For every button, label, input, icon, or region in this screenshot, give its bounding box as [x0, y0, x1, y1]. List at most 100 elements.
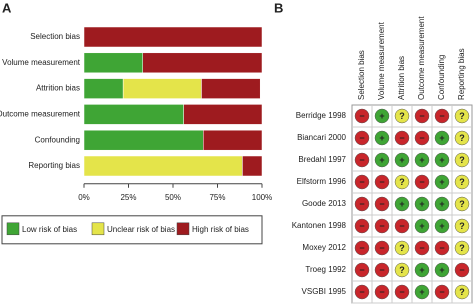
judgment-dot — [454, 262, 470, 278]
x-tick-label: 100% — [252, 193, 272, 202]
column-header: Confounding — [437, 55, 446, 100]
bar-segment — [83, 104, 184, 125]
judgment-symbol: ? — [459, 199, 465, 209]
legend-label: High risk of bias — [192, 225, 249, 234]
judgment-symbol: − — [399, 287, 404, 297]
category-label: Selection bias — [30, 32, 80, 41]
judgment-dot — [354, 152, 370, 168]
judgment-dot — [434, 262, 450, 278]
judgment-dot — [454, 240, 470, 256]
judgment-dot — [454, 130, 470, 146]
judgment-dot — [394, 218, 410, 234]
judgment-dot — [354, 240, 370, 256]
judgment-symbol: − — [359, 221, 364, 231]
judgment-dot — [414, 108, 430, 124]
judgment-dot — [354, 262, 370, 278]
judgment-symbol: − — [459, 265, 464, 275]
judgment-symbol: − — [359, 177, 364, 187]
judgment-symbol: ? — [399, 243, 405, 253]
judgment-dot — [434, 130, 450, 146]
judgment-symbol: − — [379, 221, 384, 231]
bar-segment — [142, 52, 263, 74]
judgment-symbol: ? — [459, 133, 465, 143]
judgment-symbol: + — [419, 287, 424, 297]
bar-segment — [242, 155, 263, 177]
bar-segment — [83, 78, 124, 99]
bar-segment — [83, 26, 263, 48]
judgment-dot — [394, 152, 410, 168]
judgment-dot — [394, 174, 410, 190]
judgment-dot — [394, 108, 410, 124]
judgment-symbol: − — [359, 243, 364, 253]
judgment-symbol: + — [379, 111, 384, 121]
legend-label: Unclear risk of bias — [107, 225, 175, 234]
study-label: Troeg 1992 — [305, 265, 346, 274]
judgment-symbol: − — [379, 287, 384, 297]
study-label: Kantonen 1998 — [292, 221, 347, 230]
judgment-symbol: − — [439, 287, 444, 297]
judgment-symbol: − — [379, 177, 384, 187]
judgment-symbol: ? — [399, 111, 405, 121]
judgment-symbol: ? — [459, 177, 465, 187]
column-header: Outcome measurement — [417, 16, 426, 100]
judgment-dot — [354, 284, 370, 300]
study-label: VSGBI 1995 — [302, 287, 347, 296]
judgment-dot — [434, 218, 450, 234]
judgment-dot — [394, 284, 410, 300]
judgment-dot — [414, 218, 430, 234]
judgment-symbol: + — [439, 265, 444, 275]
legend-swatch — [176, 222, 190, 236]
judgment-symbol: − — [419, 111, 424, 121]
judgment-symbol: − — [359, 111, 364, 121]
judgment-symbol: + — [399, 199, 404, 209]
study-label: Bredahl 1997 — [298, 155, 346, 164]
judgment-symbol: ? — [459, 221, 465, 231]
judgment-dot — [354, 218, 370, 234]
judgment-symbol: ? — [459, 155, 465, 165]
judgment-dot — [434, 174, 450, 190]
x-tick-label: 50% — [165, 193, 181, 202]
judgment-dot — [354, 174, 370, 190]
judgment-symbol: − — [439, 111, 444, 121]
column-header: Volume measurement — [377, 21, 386, 100]
judgment-symbol: ? — [459, 111, 465, 121]
judgment-dot — [414, 284, 430, 300]
judgment-dot — [434, 240, 450, 256]
judgment-dot — [434, 284, 450, 300]
judgment-symbol: ? — [399, 177, 405, 187]
judgment-symbol: − — [359, 155, 364, 165]
study-label: Biancari 2000 — [297, 133, 346, 142]
bar-segment — [183, 104, 263, 125]
judgment-symbol: − — [439, 243, 444, 253]
study-label: Moxey 2012 — [302, 243, 346, 252]
judgment-symbol: − — [379, 199, 384, 209]
judgment-symbol: − — [359, 199, 364, 209]
judgment-dot — [414, 240, 430, 256]
judgment-symbol: + — [419, 221, 424, 231]
judgment-symbol: − — [359, 287, 364, 297]
judgment-dot — [414, 152, 430, 168]
bar-segment — [201, 78, 261, 99]
judgment-dot — [354, 108, 370, 124]
bar-segment — [83, 52, 143, 74]
study-label: Goode 2013 — [302, 199, 347, 208]
judgment-dot — [394, 240, 410, 256]
judgment-symbol: − — [399, 221, 404, 231]
judgment-dot — [434, 152, 450, 168]
panel-label: A — [2, 0, 12, 15]
study-label: Berridge 1998 — [296, 111, 347, 120]
judgment-symbol: + — [399, 155, 404, 165]
judgment-dot — [414, 130, 430, 146]
panel-label: B — [274, 0, 283, 15]
legend-box — [1, 215, 263, 245]
judgment-dot — [374, 284, 390, 300]
judgment-dot — [434, 108, 450, 124]
column-header: Selection bias — [357, 50, 366, 100]
judgment-dot — [394, 196, 410, 212]
judgment-symbol: − — [379, 265, 384, 275]
category-label: Outcome measurement — [0, 110, 81, 119]
judgment-symbol: ? — [459, 243, 465, 253]
judgment-dot — [374, 174, 390, 190]
bar-segment — [83, 155, 243, 177]
